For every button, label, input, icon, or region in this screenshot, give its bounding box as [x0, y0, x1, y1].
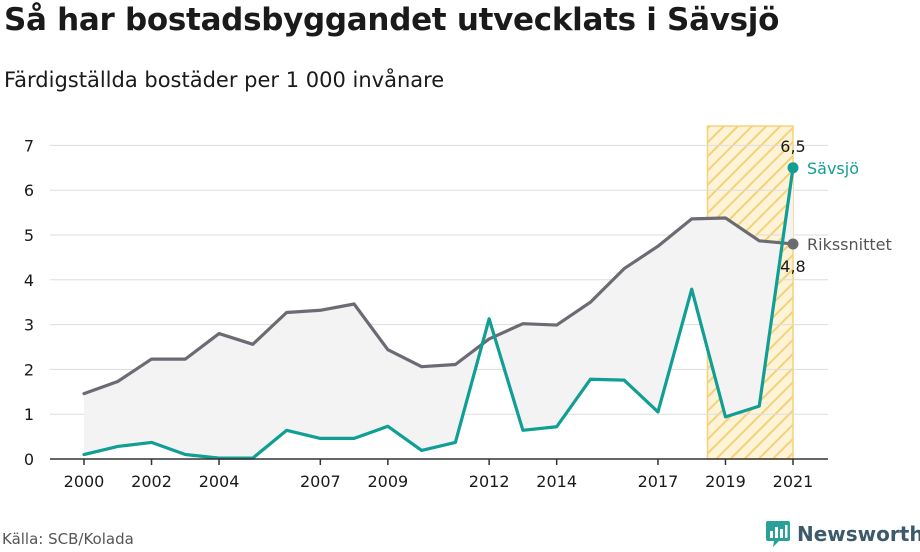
x-tick-label: 2017: [638, 472, 679, 491]
series-name-label-riket: Rikssnittet: [807, 235, 892, 254]
source-note: Källa: SCB/Kolada: [2, 530, 134, 548]
series-line-riket: [82, 216, 795, 396]
y-tick-label: 7: [24, 136, 34, 155]
series-end-point-riket: [787, 238, 799, 250]
y-tick-label: 1: [24, 405, 34, 424]
chart-title: Så har bostadsbyggandet utvecklats i Säv…: [4, 2, 780, 38]
series-end-point-savsjo: [787, 162, 799, 174]
series-value-label-savsjo: 6,5: [780, 137, 805, 156]
series-name-label-savsjo: Sävsjö: [807, 159, 859, 178]
chart-subtitle: Färdigställda bostäder per 1 000 invånar…: [4, 68, 445, 92]
newsworthy-chart-bubble-icon: [766, 521, 790, 547]
series-value-label-riket: 4,8: [780, 257, 805, 276]
x-tick-label: 2021: [773, 472, 814, 491]
gap-area: [84, 167, 793, 459]
x-tick-label: 2012: [469, 472, 510, 491]
x-tick-label: 2009: [367, 472, 408, 491]
series-line-savsjo: [82, 166, 795, 460]
x-tick-label: 2002: [131, 472, 172, 491]
y-tick-label: 6: [24, 181, 34, 200]
brand-logo: Newsworthy: [765, 520, 920, 548]
x-tick-label: 2004: [199, 472, 240, 491]
x-tick-label: 2019: [705, 472, 746, 491]
x-tick-label: 2007: [300, 472, 341, 491]
y-tick-label: 0: [24, 450, 34, 469]
y-tick-label: 4: [24, 271, 34, 290]
x-tick-label: 2014: [536, 472, 577, 491]
brand-name: Newsworthy: [797, 522, 920, 546]
y-tick-label: 2: [24, 360, 34, 379]
x-tick-label: 2000: [64, 472, 105, 491]
y-tick-label: 3: [24, 316, 34, 335]
y-tick-label: 5: [24, 226, 34, 245]
